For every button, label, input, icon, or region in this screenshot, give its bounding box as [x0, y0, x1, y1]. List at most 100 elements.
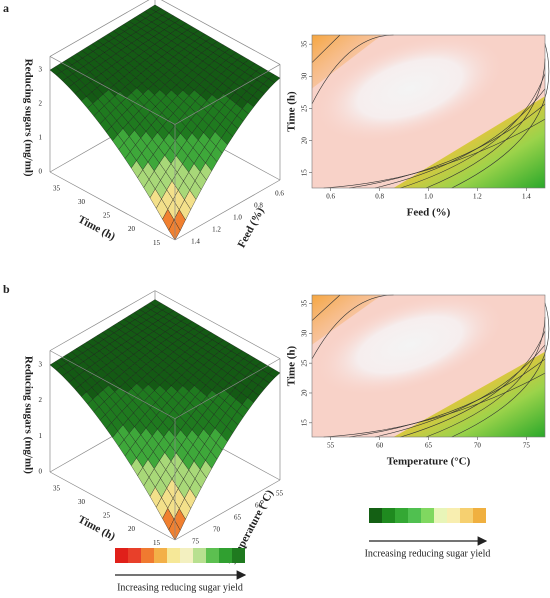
z-tick-label: 0 [39, 468, 43, 476]
contour-line [323, 118, 546, 189]
optimum-region [315, 35, 505, 142]
y-tick-label: 0.6 [275, 190, 284, 198]
z-tick-label: 0 [39, 168, 43, 176]
contour-line [311, 34, 341, 63]
x-tick-label: 55 [327, 442, 335, 450]
y-tick-label: 70 [213, 526, 221, 534]
contour-line [349, 358, 546, 438]
box-edge [174, 64, 281, 125]
y-tick-label: 1.4 [191, 238, 200, 246]
y-tick-label: 20 [301, 389, 309, 397]
y-tick-label: 35 [301, 40, 309, 48]
legend-swatch [382, 508, 395, 523]
z-tick-label: 1 [39, 432, 43, 440]
x-tick-label: 30 [78, 498, 86, 506]
legend-swatch [408, 508, 421, 523]
low-region [393, 351, 545, 437]
legend-swatch [395, 508, 408, 523]
low-region-top [312, 295, 382, 345]
contour-line [374, 88, 546, 189]
color-legend: Increasing reducing sugar yield [115, 548, 247, 593]
contour-line [311, 294, 341, 321]
y-tick-label: 20 [301, 137, 309, 145]
x-tick-label: 1.4 [522, 193, 531, 201]
legend-swatch [206, 548, 219, 563]
legend-swatch [473, 508, 486, 523]
box-edge [49, 471, 176, 541]
contour-line [374, 344, 546, 438]
y-tick-label: 0.8 [254, 202, 263, 210]
contour-plot: 0.6 0.8 1.0 1.2 1.4 15 20 25 30 35 Feed (%) Time (h… [286, 34, 550, 219]
contour-line [426, 58, 546, 189]
legend-swatch [154, 548, 167, 563]
legend-swatch [115, 548, 128, 563]
contour-line [451, 302, 550, 438]
x-tick-label: 20 [128, 225, 136, 233]
x-tick-label: 70 [474, 442, 482, 450]
legend-swatch [180, 548, 193, 563]
box-edge [49, 171, 176, 241]
x-axis-label: Temperature (°C) [387, 456, 471, 468]
box-edge [49, 290, 156, 351]
legend-swatch [128, 548, 141, 563]
contour-line [311, 294, 394, 360]
y-tick-label: 60 [255, 502, 263, 510]
legend-swatch [460, 508, 473, 523]
x-tick-label: 0.8 [375, 193, 384, 201]
x-tick-label: 25 [103, 512, 111, 520]
box-edge [154, 290, 281, 359]
legend-swatch [167, 548, 180, 563]
legend-swatch [447, 508, 460, 523]
y-tick-label: 55 [276, 490, 284, 498]
x-axis-label: Feed (%) [407, 207, 451, 219]
z-tick-label: 1 [39, 134, 43, 142]
contour-line [311, 34, 394, 104]
low-region-top [312, 35, 382, 89]
y-tick-label: 35 [301, 300, 309, 308]
z-axis-label: Reducing sugars (mg/ml) [22, 356, 34, 474]
color-legend: Increasing reducing sugar yield [365, 508, 491, 559]
legend-swatch [421, 508, 434, 523]
x-tick-label: 25 [103, 212, 111, 220]
x-axis-label: Time (h) [76, 213, 118, 243]
x-tick-label: 35 [53, 484, 61, 492]
y-axis-label: Time (h) [286, 345, 298, 386]
contour-line [400, 73, 546, 189]
legend-swatch [219, 548, 232, 563]
y-tick-label: 25 [301, 359, 309, 367]
surface-plot: 0 1 2 3 Reducing sugars (mg/ml) 35 30 25 20 15 Tim… [22, 0, 284, 250]
contour-line [323, 372, 546, 438]
y-tick-label: 25 [301, 104, 309, 112]
legend-swatch [434, 508, 447, 523]
legend-caption: Increasing reducing sugar yield [365, 548, 491, 559]
x-axis-label: Time (h) [76, 513, 118, 543]
box-edge [49, 350, 176, 419]
z-tick-label: 2 [39, 396, 43, 404]
surface-plot: 0 1 2 3 Reducing sugars (mg/ml) 35 30 25 20 15 Tim… [22, 290, 284, 567]
panel-label: a [3, 1, 9, 15]
y-tick-label: 15 [301, 419, 309, 427]
low-region [393, 96, 545, 188]
legend-swatch [232, 548, 245, 563]
x-tick-label: 15 [153, 239, 161, 247]
y-tick-label: 30 [301, 72, 309, 80]
panel-label: b [3, 282, 10, 296]
legend-swatch [369, 508, 382, 523]
box-edge [49, 0, 150, 57]
contour-line [426, 316, 546, 438]
contour-line [451, 43, 550, 189]
y-tick-label: 75 [192, 538, 200, 546]
box-edge [174, 179, 281, 241]
box-edge [174, 479, 281, 541]
z-tick-label: 3 [39, 66, 43, 74]
contour-line [400, 330, 546, 438]
x-tick-label: 0.6 [326, 193, 335, 201]
optimum-region [315, 294, 504, 396]
x-tick-label: 1.2 [473, 193, 482, 201]
x-tick-label: 30 [78, 198, 86, 206]
x-tick-label: 60 [376, 442, 384, 450]
box-edge [160, 0, 281, 65]
legend-caption: Increasing reducing sugar yield [117, 582, 243, 593]
z-axis-label: Reducing sugars (mg/ml) [22, 59, 34, 177]
